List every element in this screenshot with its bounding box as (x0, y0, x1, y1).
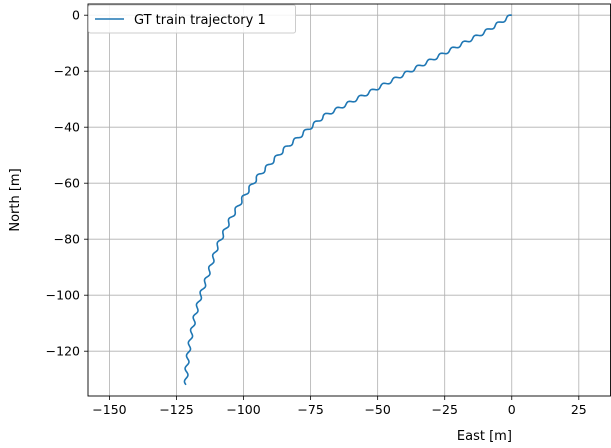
x-axis-label: East [m] (457, 429, 512, 444)
y-tick-label: −100 (46, 288, 80, 303)
x-tick-label: −150 (92, 402, 126, 417)
x-tick-label: −125 (159, 402, 193, 417)
legend: GT train trajectory 1 (88, 4, 296, 34)
grid (88, 4, 611, 396)
x-tick-label: −50 (364, 402, 390, 417)
y-tick-label: 0 (72, 8, 80, 23)
y-tick-label: −60 (54, 176, 80, 191)
legend-box (88, 4, 296, 34)
series-line (183, 14, 512, 386)
y-tick-label: −80 (54, 232, 80, 247)
ticks: −150 −125 −100 −75 −50 −25 0 25 0 −20 −40 −60 −80 −10… (46, 8, 587, 417)
y-tick-label: −40 (54, 120, 80, 135)
y-tick-label: −20 (54, 64, 80, 79)
series-layer (183, 14, 512, 386)
y-axis-label: North [m] (8, 168, 23, 231)
x-tick-label: −75 (297, 402, 323, 417)
x-tick-label: −25 (432, 402, 458, 417)
x-tick-label: −100 (226, 402, 260, 417)
x-tick-label: 0 (508, 402, 516, 417)
legend-label: GT train trajectory 1 (134, 13, 266, 28)
x-tick-label: 25 (571, 402, 587, 417)
y-tick-label: −120 (46, 344, 80, 359)
